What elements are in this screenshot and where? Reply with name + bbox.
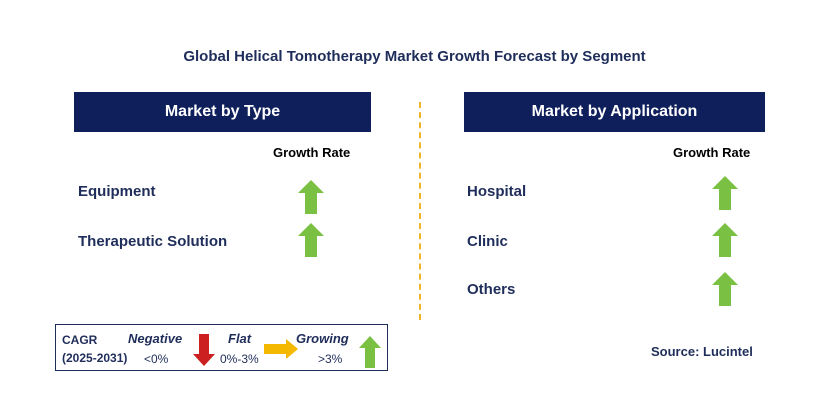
chart-title: Global Helical Tomotherapy Market Growth… [183, 48, 646, 65]
legend-flat-label: Flat [228, 331, 252, 346]
application-row-label-others: Others [467, 281, 516, 298]
flat-arrow-icon [264, 339, 298, 359]
growing-arrow-icon [712, 272, 738, 306]
application-row-label-clinic: Clinic [467, 233, 508, 250]
legend-negative-range: <0% [144, 352, 169, 366]
growing-arrow-icon [298, 223, 324, 257]
growth-rate-label-application: Growth Rate [673, 145, 751, 160]
negative-arrow-icon [193, 334, 215, 366]
legend-period: (2025-2031) [62, 351, 128, 365]
growing-arrow-icon [712, 223, 738, 257]
growing-arrow-icon [298, 180, 324, 214]
type-row-label-therapeutic-solution: Therapeutic Solution [78, 233, 228, 250]
growth-rate-label-type: Growth Rate [273, 145, 351, 160]
market-by-type-header: Market by Type [74, 92, 371, 132]
panel-divider [419, 102, 421, 320]
application-row-label-hospital: Hospital [467, 183, 527, 200]
legend-growing-range: >3% [318, 352, 343, 366]
source-label: Source: Lucintel [651, 344, 753, 359]
legend-growing-label: Growing [296, 331, 349, 346]
legend-negative-label: Negative [128, 331, 183, 346]
growing-arrow-icon [359, 336, 381, 368]
cagr-legend: CAGR (2025-2031) Negative <0% Flat 0%-3%… [55, 324, 388, 371]
type-row-label-equipment: Equipment [78, 183, 156, 200]
growing-arrow-icon [712, 176, 738, 210]
legend-cagr-label: CAGR [62, 333, 98, 347]
market-by-application-header: Market by Application [464, 92, 765, 132]
legend-flat-range: 0%-3% [220, 352, 259, 366]
